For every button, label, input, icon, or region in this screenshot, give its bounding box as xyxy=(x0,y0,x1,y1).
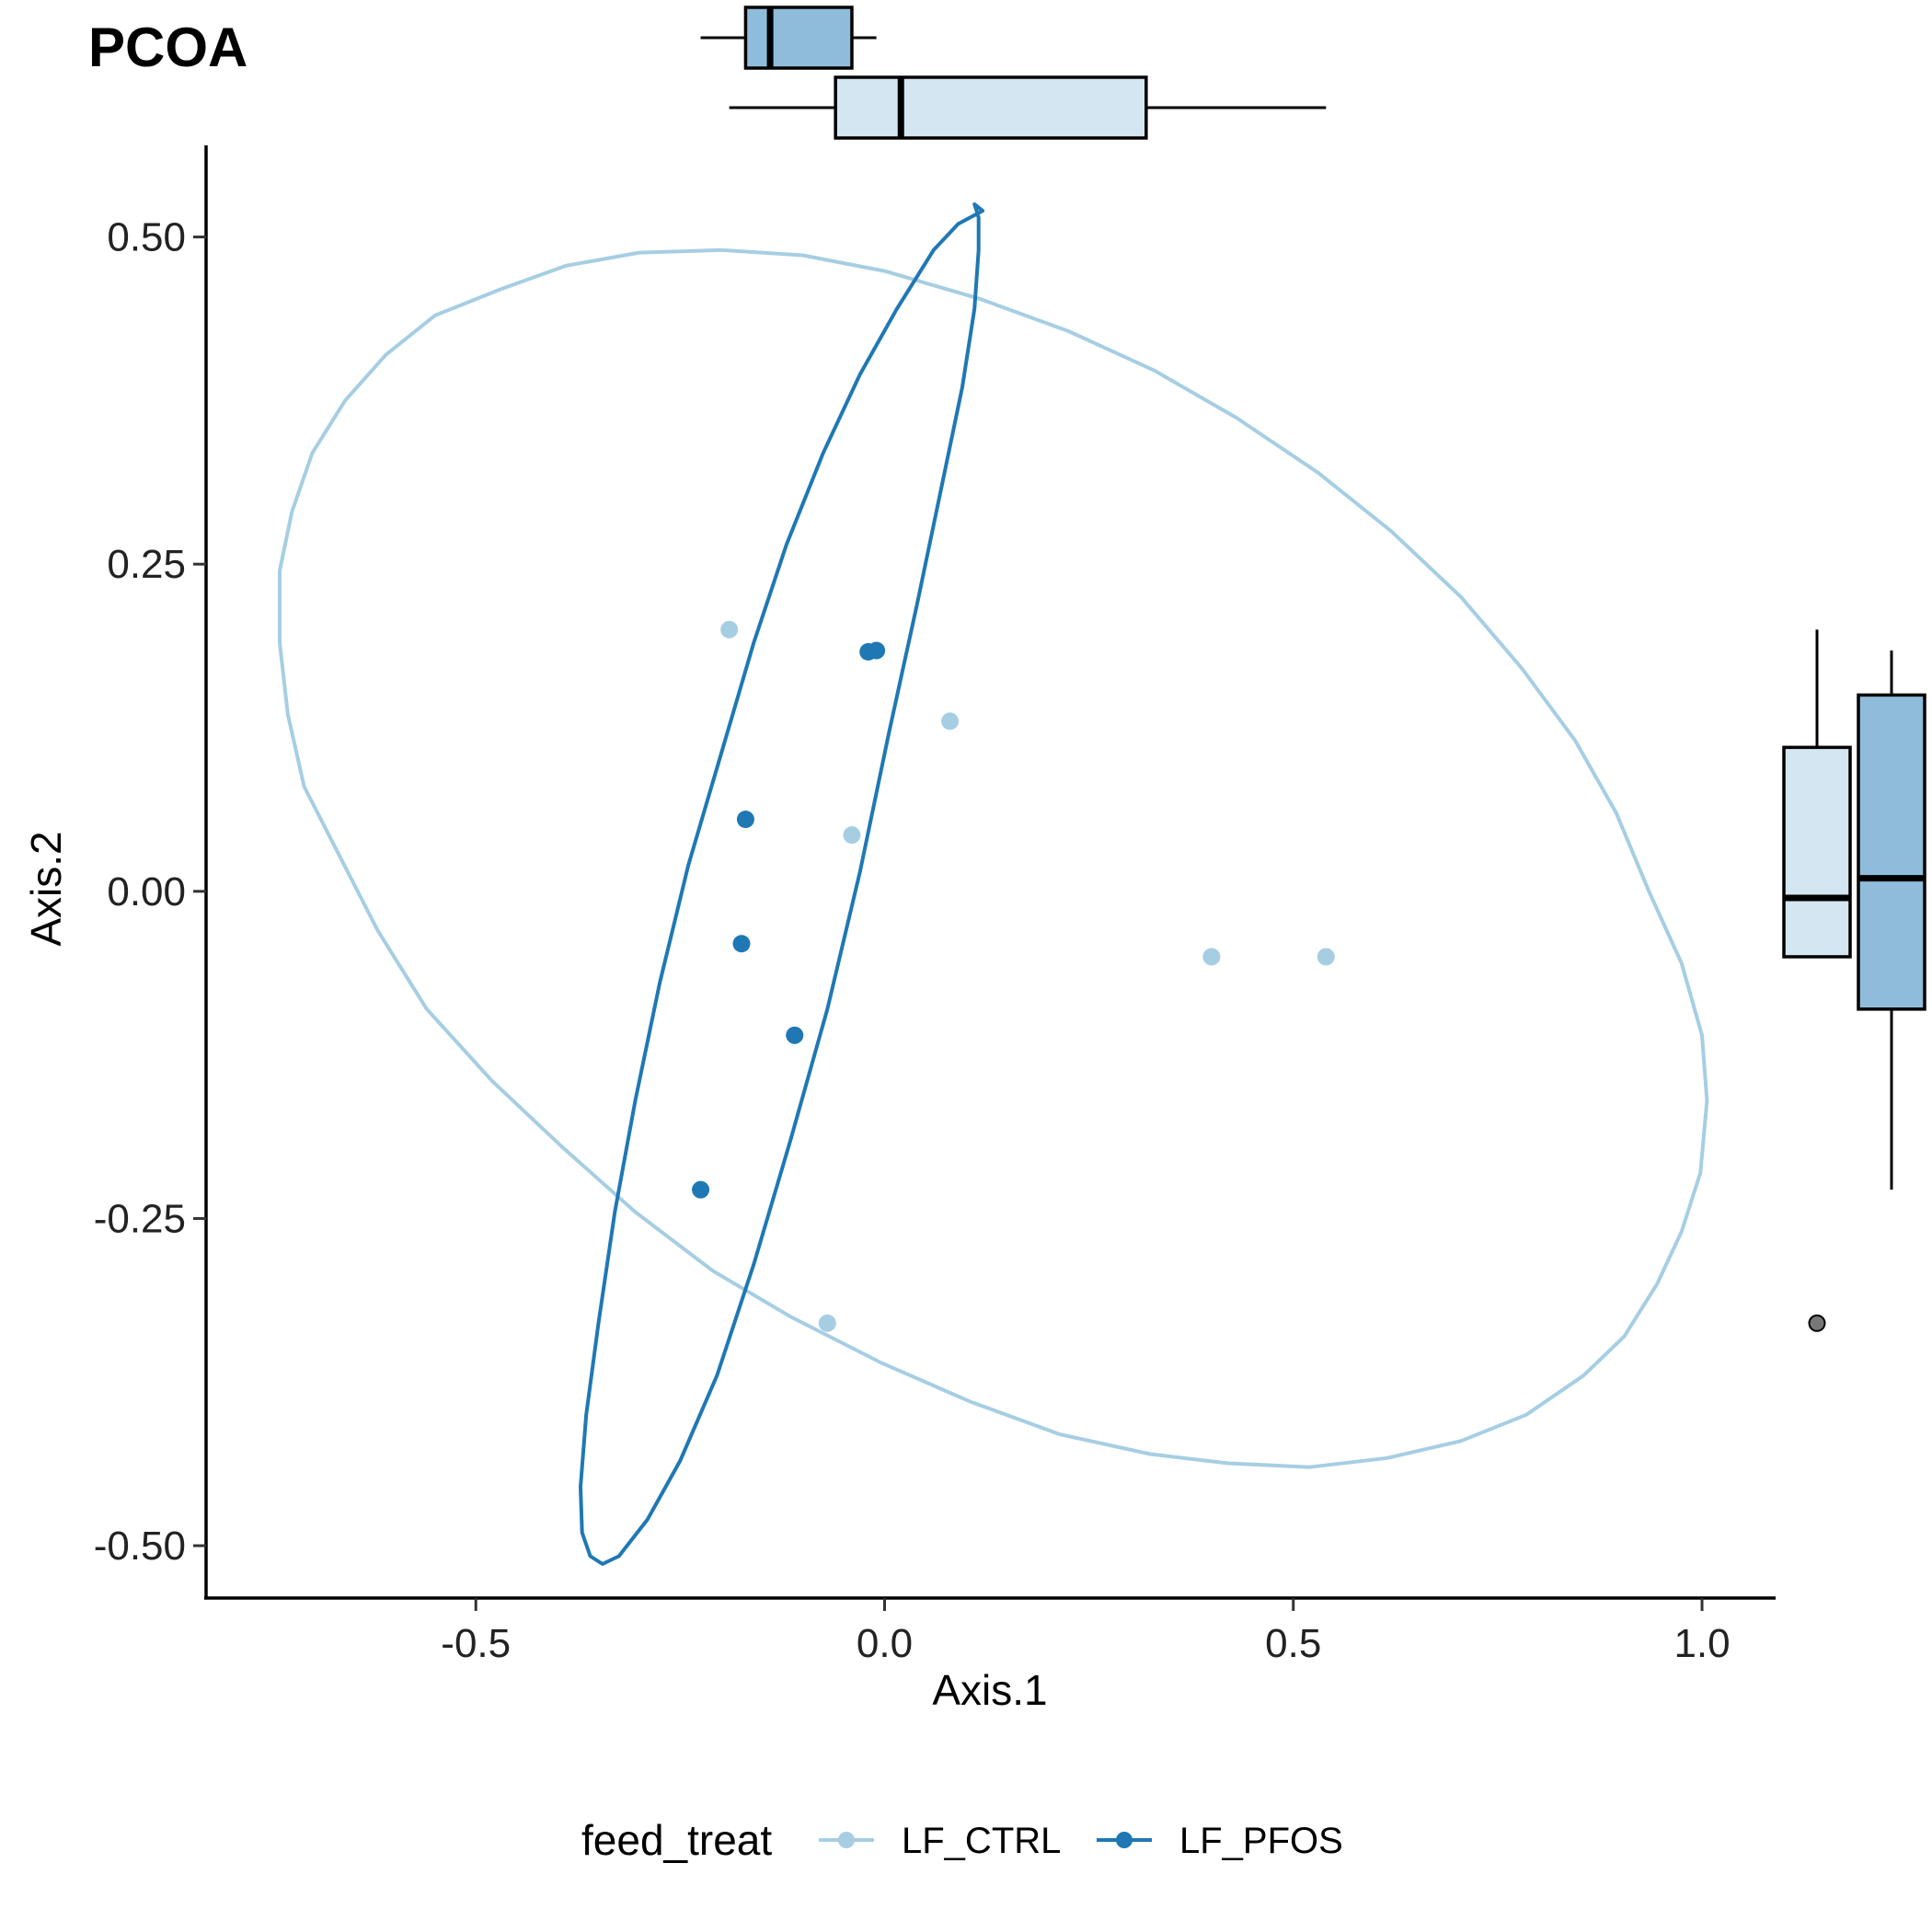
point-lf-pfos xyxy=(868,641,886,660)
top-marginal-boxplots xyxy=(700,6,1327,140)
point-lf-ctrl xyxy=(720,620,739,638)
x-axis-ticks: -0.5 0.0 0.5 1.0 xyxy=(441,1598,1731,1666)
ellipse-lf-ctrl xyxy=(278,247,1709,1469)
box-outlier xyxy=(1808,1314,1826,1332)
point-lf-pfos xyxy=(732,935,751,953)
y-tick-label: 0.25 xyxy=(107,542,186,587)
point-lf-ctrl xyxy=(1202,948,1221,966)
legend-label-lf-pfos: LF_PFOS xyxy=(1179,1821,1343,1861)
point-lf-ctrl xyxy=(843,826,861,845)
box-iqr xyxy=(1782,745,1852,959)
box-iqr xyxy=(834,75,1148,140)
x-tick-label: 1.0 xyxy=(1673,1621,1730,1666)
right-marginal-boxplots xyxy=(1782,629,1926,1332)
y-tick-label: 0.00 xyxy=(107,869,186,914)
y-tick-label: -0.25 xyxy=(94,1196,186,1241)
ellipses-layer xyxy=(278,202,1709,1566)
box-iqr xyxy=(1857,693,1926,1011)
legend-key-point xyxy=(1116,1832,1133,1848)
legend-key-point xyxy=(838,1832,855,1848)
y-axis-label: Axis.2 xyxy=(22,831,70,946)
legend-title: feed_treat xyxy=(581,1816,772,1864)
y-tick-label: 0.50 xyxy=(107,215,186,260)
ellipse-lf-pfos xyxy=(579,202,985,1566)
point-lf-ctrl xyxy=(818,1314,836,1332)
points-layer xyxy=(692,620,1335,1332)
x-tick-label: 0.0 xyxy=(857,1621,913,1666)
legend-item-lf-pfos: LF_PFOS xyxy=(1097,1821,1343,1861)
y-axis-ticks: 0.50 0.25 0.00 -0.25 -0.50 xyxy=(94,215,206,1569)
plot-panel: -0.5 0.0 0.5 1.0 0.50 0.25 0.00 -0.25 -0.50 xyxy=(94,145,1776,1666)
point-lf-pfos xyxy=(692,1180,710,1199)
x-tick-label: 0.5 xyxy=(1265,1621,1321,1666)
point-lf-pfos xyxy=(736,811,754,829)
x-axis-label: Axis.1 xyxy=(932,1666,1047,1714)
point-lf-ctrl xyxy=(941,712,960,730)
box-iqr xyxy=(743,6,854,70)
point-lf-pfos xyxy=(786,1026,804,1044)
legend: feed_treat LF_CTRL LF_PFOS xyxy=(581,1816,1343,1864)
y-tick-label: -0.50 xyxy=(94,1524,186,1569)
point-lf-ctrl xyxy=(1317,948,1335,966)
legend-item-lf-ctrl: LF_CTRL xyxy=(819,1821,1061,1861)
x-tick-label: -0.5 xyxy=(441,1621,511,1666)
legend-label-lf-ctrl: LF_CTRL xyxy=(902,1821,1061,1861)
chart-title: PCOA xyxy=(88,17,247,78)
